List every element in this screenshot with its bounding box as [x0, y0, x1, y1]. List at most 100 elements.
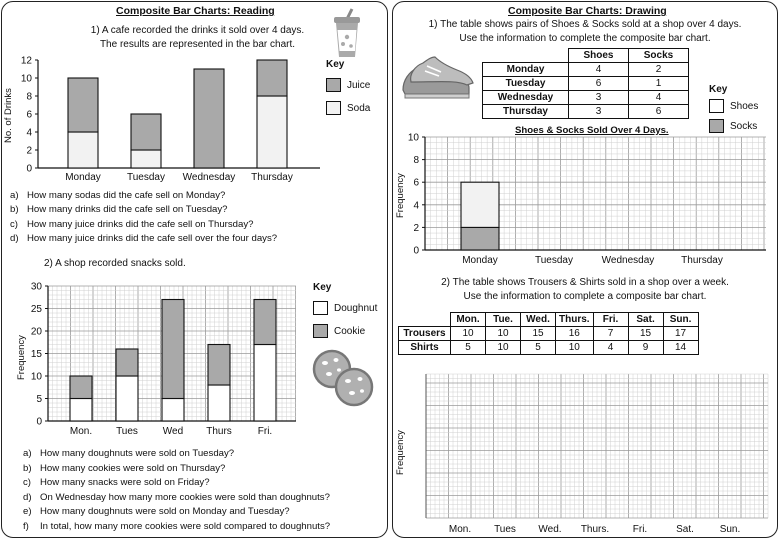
- doughnut-swatch: [313, 301, 328, 315]
- y-tick-label: 15: [31, 349, 43, 360]
- drinks-key: Key Juice Soda: [326, 59, 370, 124]
- y-tick-label: 0: [26, 164, 32, 175]
- shoes-chart-title: Shoes & Socks Sold Over 4 Days.: [515, 125, 669, 136]
- y-tick-label: 6: [26, 110, 32, 121]
- drawing-title: Composite Bar Charts: Drawing: [508, 5, 667, 17]
- key-label-soda: Soda: [347, 102, 371, 114]
- shoes-key-title: Key: [709, 84, 728, 95]
- bar-segment: [253, 343, 277, 422]
- x-tick-label: Wed.: [538, 524, 561, 535]
- x-tick-label: Tuesday: [127, 172, 165, 183]
- y-tick-label: 8: [26, 92, 32, 103]
- y-tick-label: 2: [26, 146, 32, 157]
- bar-segment: [130, 149, 162, 169]
- soda-swatch: [326, 101, 341, 115]
- bar-segment: [115, 375, 139, 422]
- y-tick-label: 30: [31, 282, 43, 293]
- snacks-bar-chart: 0 5 10 15 20 25 30 Mon. Tues Wed Thurs Fri.: [31, 282, 296, 437]
- y-tick-label: 10: [408, 133, 420, 144]
- key-label-doughnut: Doughnut: [334, 302, 378, 314]
- key-item-shoes: Shoes: [709, 99, 758, 113]
- snacks-key: Key Doughnut Cookie: [313, 282, 377, 347]
- q1-questions: a) How many sodas did the cafe sell on Mo…: [10, 189, 277, 247]
- x-tick-label: Wednesday: [183, 172, 236, 183]
- bar-segment: [67, 131, 99, 169]
- q1-intro-line2: The results are represented in the bar c…: [99, 39, 296, 50]
- x-tick-label: Sat.: [676, 524, 694, 535]
- question-item: f) In total, how many more cookies were s…: [23, 520, 331, 532]
- y-tick-label: 12: [21, 56, 33, 67]
- question-item: b) How many drinks did the cafe sell on T…: [10, 204, 228, 216]
- x-tick-label: Wed: [163, 426, 183, 437]
- shoes-y-axis-label: Frequency: [395, 173, 406, 218]
- y-tick-label: 4: [413, 200, 419, 211]
- question-item: a) How many doughnuts were sold on Tuesda…: [23, 448, 235, 459]
- q2-questions: a) How many doughnuts were sold on Tuesda…: [23, 447, 330, 535]
- question-item: e) How many doughnuts were sold on Monday…: [23, 506, 290, 518]
- key-label-cookie: Cookie: [334, 325, 366, 337]
- blank-grid-y-axis-label: Frequency: [395, 430, 406, 475]
- bar-segment: [253, 298, 277, 346]
- table-header-row: Shoes Socks: [482, 48, 689, 63]
- y-tick-label: 20: [31, 327, 43, 338]
- y-tick-label: 2: [413, 223, 419, 234]
- y-tick-label: 4: [26, 128, 32, 139]
- bar-segment: [193, 68, 225, 169]
- bar-segment: [69, 375, 93, 400]
- drinks-bar-chart: 0 2 4 6 8 10 12 Monday Tuesday Wednesday Thursday: [21, 56, 320, 183]
- x-tick-label: Thursday: [681, 255, 723, 266]
- drink-cup-icon: [334, 8, 360, 57]
- socks-swatch: [709, 119, 724, 133]
- table-row: Trousers 10 10 15 16 7 15 17: [398, 326, 699, 341]
- bar-segment: [161, 298, 185, 400]
- x-tick-label: Tuesday: [535, 255, 573, 266]
- x-tick-label: Mon.: [449, 524, 471, 535]
- y-tick-label: 0: [413, 246, 419, 257]
- table-row: Thursday 3 6: [482, 104, 689, 119]
- blank-answer-grid[interactable]: [424, 372, 770, 520]
- y-tick-label: 6: [413, 178, 419, 189]
- key-item-soda: Soda: [326, 101, 370, 115]
- bar-segment: [460, 226, 500, 251]
- x-tick-label: Fri.: [633, 524, 647, 535]
- key-item-juice: Juice: [326, 78, 370, 92]
- bar-segment: [161, 397, 185, 422]
- bar-segment: [256, 59, 288, 97]
- q1-intro-line1: 1) A cafe recorded the drinks it sold ov…: [90, 25, 305, 36]
- r-q2-intro-line1: 2) The table shows Trousers & Shirts sol…: [441, 277, 729, 288]
- table-row: Monday 4 2: [482, 62, 689, 77]
- r-q1-intro-line1: 1) The table shows pairs of Shoes & Sock…: [428, 19, 742, 30]
- y-tick-label: 5: [36, 394, 42, 405]
- trousers-shirts-table: Mon. Tue. Wed. Thurs. Fri. Sat. Sun. Tro…: [398, 312, 699, 355]
- bar-segment: [69, 397, 93, 422]
- bar-segment: [130, 113, 162, 151]
- x-tick-label: Wednesday: [602, 255, 655, 266]
- shoes-swatch: [709, 99, 724, 113]
- table-row: Tuesday 6 1: [482, 76, 689, 91]
- blank-grid-x-labels: Mon. Tues Wed. Thurs. Fri. Sat. Sun.: [449, 524, 741, 535]
- x-tick-label: Thursday: [251, 172, 293, 183]
- bar-segment: [115, 348, 139, 377]
- key-item-socks: Socks: [709, 119, 758, 133]
- x-tick-label: Fri.: [258, 426, 272, 437]
- y-tick-label: 10: [31, 372, 43, 383]
- bar-segment: [207, 384, 231, 422]
- question-item: c) How many snacks were sold on Friday?: [23, 477, 210, 489]
- x-tick-label: Sun.: [720, 524, 741, 535]
- question-item: a) How many sodas did the cafe sell on Mo…: [10, 190, 226, 201]
- snacks-key-title: Key: [313, 282, 332, 293]
- r-q2-intro-line2: Use the information to complete a compos…: [463, 291, 707, 302]
- key-item-cookie: Cookie: [313, 324, 377, 338]
- x-tick-label: Monday: [65, 172, 101, 183]
- question-item: c) How many juice drinks did the cafe sel…: [10, 218, 254, 230]
- drinks-y-axis-label: No. of Drinks: [3, 88, 14, 143]
- shoes-socks-key: Key Shoes Socks: [709, 84, 758, 142]
- x-tick-label: Mon.: [70, 426, 92, 437]
- bar-segment: [460, 181, 500, 228]
- cookie-swatch: [313, 324, 328, 338]
- key-item-doughnut: Doughnut: [313, 301, 377, 315]
- cookies-icon: [312, 349, 374, 407]
- y-tick-label: 0: [36, 417, 42, 428]
- y-tick-label: 10: [21, 74, 33, 85]
- question-item: d) On Wednesday how many more cookies wer…: [23, 491, 330, 503]
